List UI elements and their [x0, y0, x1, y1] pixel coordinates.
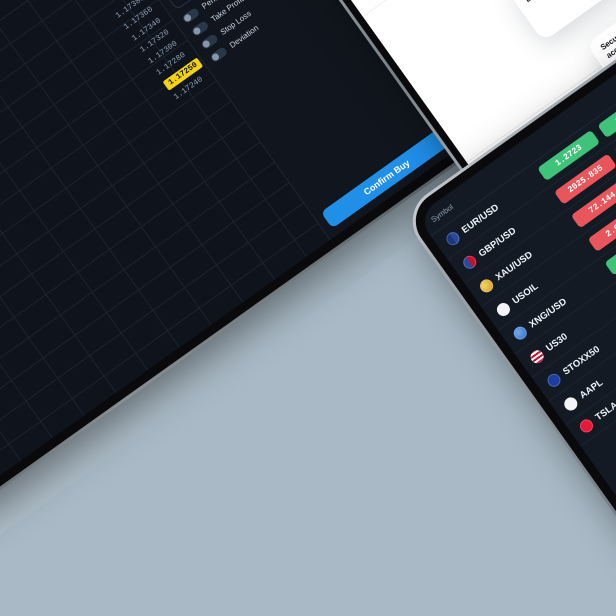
switch[interactable]	[181, 6, 201, 25]
avatar	[357, 0, 379, 2]
flag-icon	[527, 347, 546, 366]
flag-icon	[544, 370, 563, 389]
oil-icon	[494, 300, 513, 319]
ticket-options: Pending Take Profit Stop Loss Devia	[181, 0, 335, 64]
gas-icon	[510, 323, 530, 342]
switch[interactable]	[199, 33, 220, 51]
flag-icon	[460, 252, 479, 271]
tesla-icon	[577, 416, 596, 435]
column-header-symbol: Symbol	[429, 201, 455, 224]
switch[interactable]	[190, 20, 210, 38]
switch[interactable]	[209, 46, 229, 64]
list-item[interactable]: EUR/USD Sell 0.1 lot at 1.09412 +0.41 US…	[343, 0, 541, 18]
apple-icon	[561, 394, 580, 413]
gold-icon	[477, 276, 496, 295]
flag-icon	[443, 229, 462, 248]
promo-card-title: The perk of being a Partner	[518, 0, 609, 5]
